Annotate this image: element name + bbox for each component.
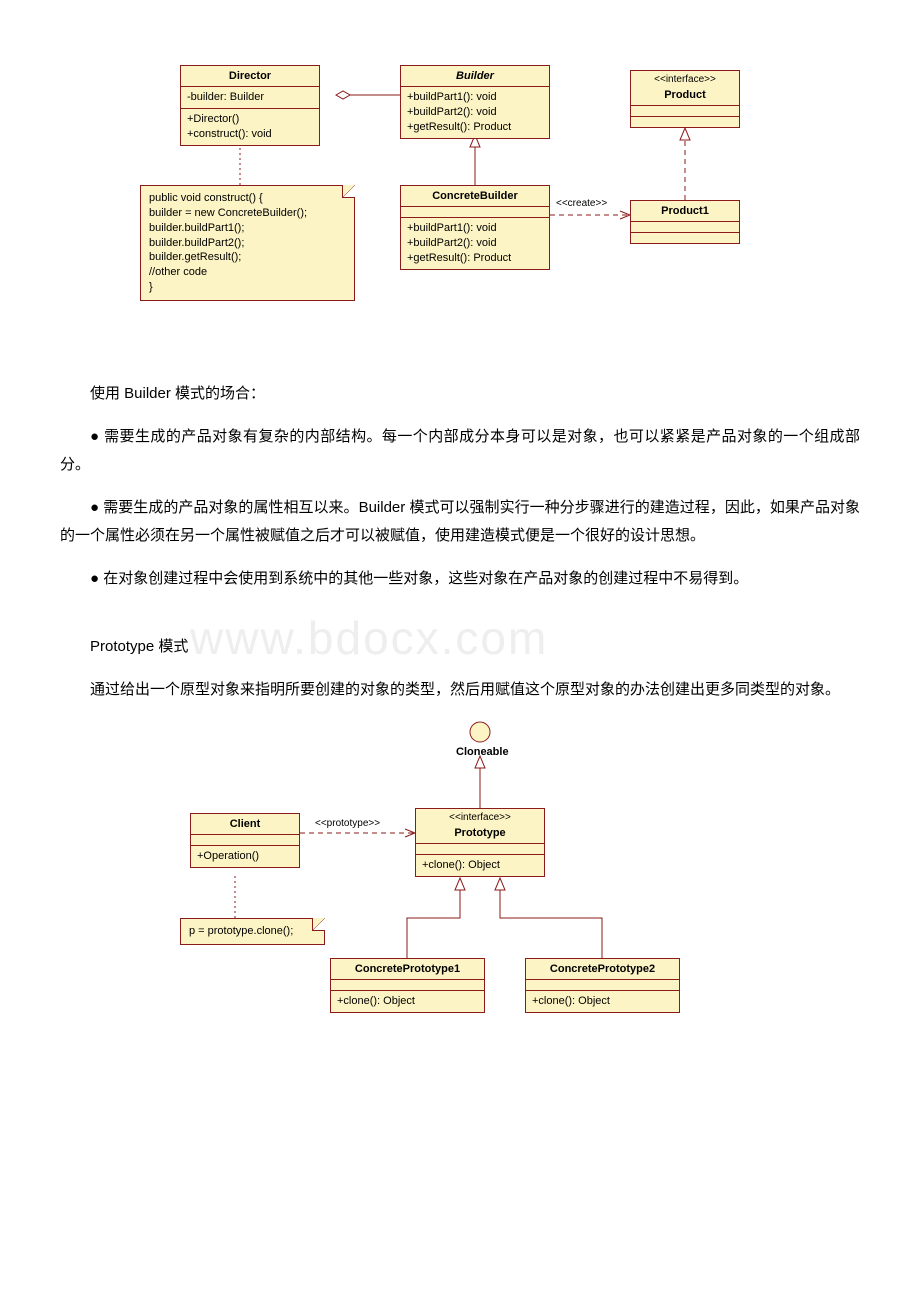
class-op: +buildPart1(): void — [407, 90, 543, 105]
class-concrete-prototype2: ConcretePrototype2 +clone(): Object — [525, 958, 680, 1013]
paragraph: 使用 Builder 模式的场合： — [60, 380, 860, 409]
note-line: public void construct() { — [149, 191, 346, 206]
note-construct-code: public void construct() { builder = new … — [140, 185, 355, 301]
note-line: builder.buildPart2(); — [149, 236, 346, 251]
class-op: +getResult(): Product — [407, 251, 543, 266]
class-op: +clone(): Object — [337, 994, 478, 1009]
class-op: +Operation() — [197, 849, 293, 864]
class-op: +Director() — [187, 112, 313, 127]
body-text-block: 使用 Builder 模式的场合： ● 需要生成的产品对象有复杂的内部结构。每一… — [60, 380, 860, 704]
paragraph: ● 需要生成的产品对象的属性相互以来。Builder 模式可以强制实行一种分步骤… — [60, 494, 860, 551]
class-title: Builder — [401, 66, 549, 87]
create-label: <<create>> — [556, 198, 607, 209]
class-op: +buildPart1(): void — [407, 221, 543, 236]
note-line: builder.buildPart1(); — [149, 221, 346, 236]
class-title: ConcretePrototype1 — [331, 959, 484, 980]
class-op: +clone(): Object — [532, 994, 673, 1009]
class-prototype: <<interface>> Prototype +clone(): Object — [415, 808, 545, 877]
class-product1: Product1 — [630, 200, 740, 244]
note-line: builder.getResult(); — [149, 250, 346, 265]
class-concrete-prototype1: ConcretePrototype1 +clone(): Object — [330, 958, 485, 1013]
class-title: ConcreteBuilder — [401, 186, 549, 207]
class-builder: Builder +buildPart1(): void +buildPart2(… — [400, 65, 550, 139]
prototype-uml-diagram: Cloneable <<interface>> Prototype +clone… — [160, 718, 800, 1048]
class-op: +buildPart2(): void — [407, 105, 543, 120]
prototype-label: <<prototype>> — [315, 818, 380, 829]
class-op: +construct(): void — [187, 127, 313, 142]
paragraph: 通过给出一个原型对象来指明所要创建的对象的类型，然后用赋值这个原型对象的办法创建… — [60, 676, 860, 705]
stereotype: <<interface>> — [416, 809, 544, 823]
class-title: Product — [631, 85, 739, 106]
paragraph: ● 需要生成的产品对象有复杂的内部结构。每一个内部成分本身可以是对象，也可以紧紧… — [60, 423, 860, 480]
class-op: +getResult(): Product — [407, 120, 543, 135]
paragraph: ● 在对象创建过程中会使用到系统中的其他一些对象，这些对象在产品对象的创建过程中… — [60, 565, 860, 594]
class-title: Product1 — [631, 201, 739, 222]
class-title: Director — [181, 66, 319, 87]
class-op: +clone(): Object — [422, 858, 538, 873]
class-title: ConcretePrototype2 — [526, 959, 679, 980]
class-director: Director -builder: Builder +Director() +… — [180, 65, 320, 146]
note-line: p = prototype.clone(); — [189, 924, 316, 939]
cloneable-label: Cloneable — [456, 746, 509, 758]
class-title: Client — [191, 814, 299, 835]
note-line: builder = new ConcreteBuilder(); — [149, 206, 346, 221]
heading-prototype: Prototype 模式 — [60, 633, 860, 662]
class-product-interface: <<interface>> Product — [630, 70, 740, 128]
class-concrete-builder: ConcreteBuilder +buildPart1(): void +bui… — [400, 185, 550, 270]
class-op: +buildPart2(): void — [407, 236, 543, 251]
class-client: Client +Operation() — [190, 813, 300, 868]
class-title: Prototype — [416, 823, 544, 844]
class-attr: -builder: Builder — [187, 90, 313, 105]
note-line: } — [149, 280, 346, 295]
note-clone-code: p = prototype.clone(); — [180, 918, 325, 945]
builder-uml-diagram: Director -builder: Builder +Director() +… — [120, 60, 800, 350]
stereotype: <<interface>> — [631, 71, 739, 85]
note-line: //other code — [149, 265, 346, 280]
